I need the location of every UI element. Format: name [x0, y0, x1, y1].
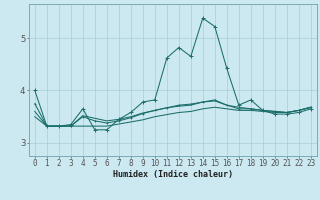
X-axis label: Humidex (Indice chaleur): Humidex (Indice chaleur): [113, 170, 233, 179]
